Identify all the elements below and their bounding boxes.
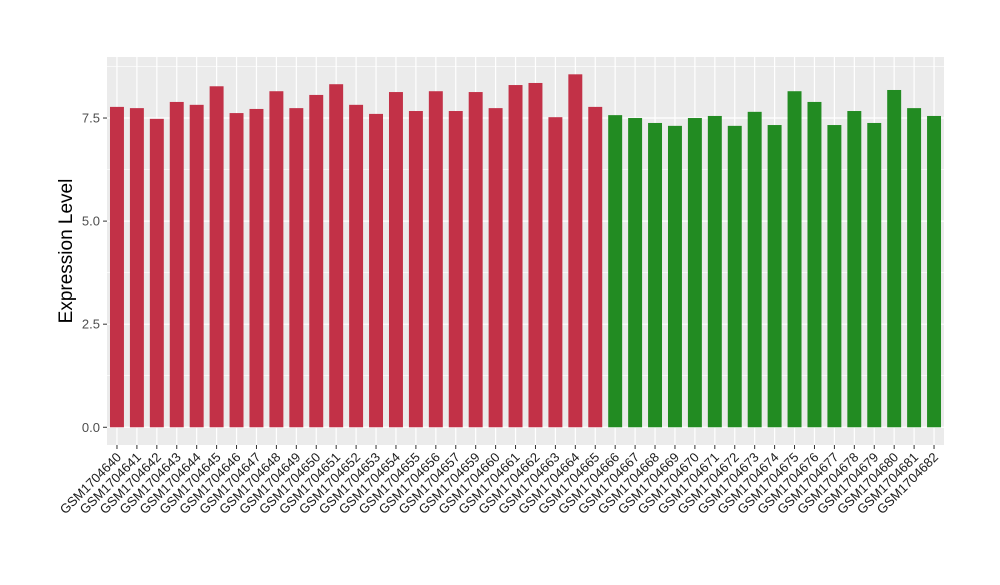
bar-GSM1704681 (907, 108, 922, 428)
bar-GSM1704656 (428, 91, 443, 428)
bar-GSM1704672 (727, 125, 742, 428)
y-tick-label: 5.0 (82, 214, 100, 229)
plot-panel (107, 57, 944, 445)
bar-GSM1704673 (747, 111, 762, 428)
bar-GSM1704661 (508, 85, 523, 428)
bar-GSM1704647 (249, 108, 264, 428)
bar-GSM1704663 (548, 117, 563, 428)
bar-GSM1704649 (289, 108, 304, 428)
bar-GSM1704655 (408, 111, 423, 428)
y-tick-label: 0.0 (82, 420, 100, 435)
bar-GSM1704650 (309, 94, 324, 428)
y-tick-label: 7.5 (82, 111, 100, 126)
bar-GSM1704675 (787, 91, 802, 428)
bar-GSM1704677 (827, 125, 842, 428)
bar-GSM1704669 (667, 125, 682, 428)
bar-GSM1704652 (349, 104, 364, 428)
y-axis: 0.0 2.5 5.0 7.5 (82, 111, 107, 435)
bar-GSM1704680 (887, 89, 902, 428)
bar-GSM1704679 (867, 122, 882, 428)
bar-GSM1704664 (568, 74, 583, 428)
bar-GSM1704671 (707, 115, 722, 428)
bar-GSM1704648 (269, 91, 284, 428)
bar-GSM1704682 (927, 115, 942, 428)
bar-GSM1704676 (807, 101, 822, 428)
bar-GSM1704651 (329, 84, 344, 428)
bar-GSM1704678 (847, 111, 862, 428)
bar-GSM1704668 (648, 122, 663, 428)
bar-GSM1704653 (369, 113, 384, 428)
bar-GSM1704670 (687, 118, 702, 428)
bar-GSM1704660 (488, 108, 503, 428)
bar-GSM1704662 (528, 82, 543, 428)
bar-GSM1704640 (109, 106, 124, 428)
bar-GSM1704674 (767, 125, 782, 428)
bar-GSM1704665 (588, 106, 603, 428)
bar-GSM1704657 (448, 111, 463, 428)
bar-GSM1704646 (229, 113, 244, 428)
bar-GSM1704659 (468, 92, 483, 428)
y-axis-label: Expression Level (56, 179, 77, 324)
bar-GSM1704643 (169, 101, 184, 428)
bar-GSM1704645 (209, 86, 224, 428)
x-axis: GSM1704640GSM1704641GSM1704642GSM1704643… (57, 445, 941, 517)
bar-GSM1704654 (388, 92, 403, 428)
y-tick-label: 2.5 (82, 317, 100, 332)
bar-GSM1704641 (129, 108, 144, 428)
bars (109, 74, 942, 428)
bar-GSM1704644 (189, 104, 204, 428)
bar-GSM1704642 (149, 118, 164, 428)
bar-GSM1704666 (608, 115, 623, 428)
bar-GSM1704667 (628, 118, 643, 428)
